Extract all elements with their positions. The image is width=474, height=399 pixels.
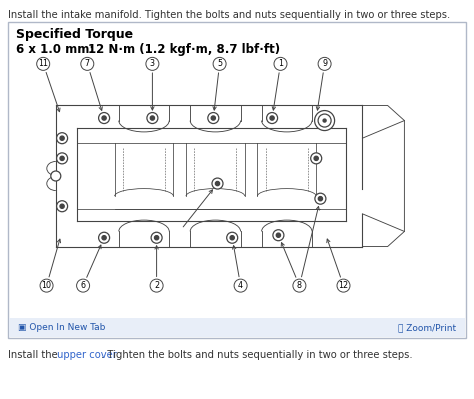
Text: 8: 8 — [297, 281, 302, 290]
Circle shape — [215, 182, 219, 186]
Circle shape — [151, 232, 162, 243]
Circle shape — [314, 156, 318, 160]
Circle shape — [60, 136, 64, 140]
Circle shape — [150, 116, 155, 120]
Circle shape — [270, 116, 274, 120]
Circle shape — [310, 153, 322, 164]
Text: Install the: Install the — [8, 350, 61, 360]
Circle shape — [102, 116, 106, 120]
Text: 12 N·m (1.2 kgf·m, 8.7 lbf·ft): 12 N·m (1.2 kgf·m, 8.7 lbf·ft) — [88, 43, 280, 56]
Circle shape — [99, 113, 109, 124]
Circle shape — [274, 57, 287, 70]
FancyBboxPatch shape — [9, 318, 465, 337]
Circle shape — [155, 236, 159, 240]
Text: 11: 11 — [38, 59, 48, 68]
Text: 7: 7 — [85, 59, 90, 68]
Circle shape — [36, 57, 50, 70]
Text: 9: 9 — [322, 59, 327, 68]
Circle shape — [315, 193, 326, 204]
Text: 6 x 1.0 mm:: 6 x 1.0 mm: — [16, 43, 94, 56]
Circle shape — [227, 232, 237, 243]
Circle shape — [315, 111, 335, 130]
Text: 🔍 Zoom/Print: 🔍 Zoom/Print — [398, 324, 456, 332]
Circle shape — [213, 57, 226, 70]
Circle shape — [56, 201, 68, 212]
Circle shape — [60, 156, 64, 160]
Text: 4: 4 — [238, 281, 243, 290]
Circle shape — [319, 197, 322, 201]
Circle shape — [51, 171, 61, 181]
Circle shape — [293, 279, 306, 292]
Text: 2: 2 — [154, 281, 159, 290]
Circle shape — [77, 279, 90, 292]
Circle shape — [81, 57, 94, 70]
Text: 3: 3 — [150, 59, 155, 68]
Text: Specified Torque: Specified Torque — [16, 28, 133, 41]
Text: 6: 6 — [81, 281, 86, 290]
Circle shape — [318, 57, 331, 70]
Circle shape — [234, 279, 247, 292]
Circle shape — [99, 232, 109, 243]
Circle shape — [208, 113, 219, 124]
Text: 10: 10 — [42, 281, 52, 290]
Circle shape — [211, 116, 215, 120]
Text: ▣ Open In New Tab: ▣ Open In New Tab — [18, 324, 105, 332]
FancyBboxPatch shape — [8, 22, 466, 338]
Text: 12: 12 — [338, 281, 348, 290]
Text: 1: 1 — [278, 59, 283, 68]
Circle shape — [146, 57, 159, 70]
Circle shape — [56, 153, 68, 164]
Circle shape — [40, 279, 53, 292]
Circle shape — [323, 119, 326, 122]
Circle shape — [56, 133, 68, 144]
Text: 5: 5 — [217, 59, 222, 68]
Circle shape — [147, 113, 158, 124]
Circle shape — [273, 230, 284, 241]
Text: upper cover: upper cover — [56, 350, 117, 360]
Text: . Tighten the bolts and nuts sequentially in two or three steps.: . Tighten the bolts and nuts sequentiall… — [101, 350, 413, 360]
Circle shape — [60, 204, 64, 208]
Circle shape — [337, 279, 350, 292]
Circle shape — [212, 178, 223, 189]
Circle shape — [230, 236, 234, 240]
Circle shape — [102, 236, 106, 240]
Circle shape — [266, 113, 278, 124]
Circle shape — [276, 233, 281, 237]
Circle shape — [150, 279, 163, 292]
Text: Install the intake manifold. Tighten the bolts and nuts sequentially in two or t: Install the intake manifold. Tighten the… — [8, 10, 450, 20]
Circle shape — [318, 114, 331, 127]
